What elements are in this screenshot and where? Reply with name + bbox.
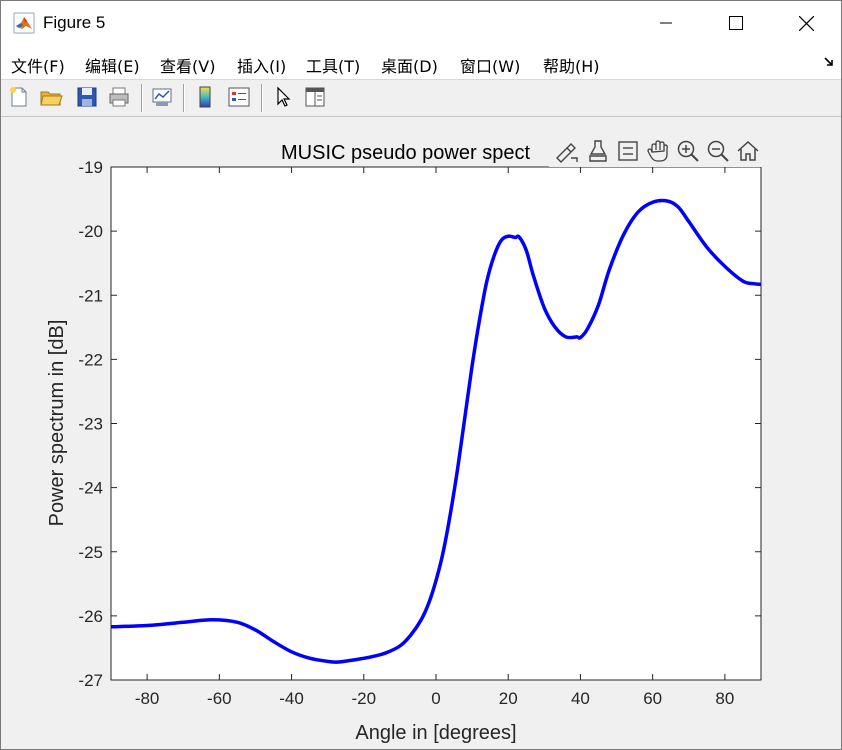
open-file-icon[interactable]: [39, 85, 63, 109]
menu-bar: 文件(F) 编辑(E) 查看(V) 插入(I) 工具(T) 桌面(D) 窗口(W…: [1, 45, 841, 80]
y-tick-label: -26: [78, 607, 103, 626]
x-axis: -80 -60 -40 -20 0 20 40 60 80: [135, 167, 734, 708]
axes-box: [110, 166, 762, 681]
zoom-out-icon[interactable]: [705, 138, 731, 164]
y-tick-label: -21: [78, 286, 103, 305]
y-tick-label: -24: [78, 479, 103, 498]
close-button[interactable]: [783, 1, 829, 45]
spectrum-line: [110, 198, 762, 664]
link-plot-icon[interactable]: [150, 85, 174, 109]
menu-desktop[interactable]: 桌面(D): [381, 57, 438, 76]
x-tick-label: 0: [431, 689, 440, 708]
edit-plot-arrow-icon[interactable]: [271, 85, 295, 109]
minimize-button[interactable]: [643, 1, 689, 45]
property-inspector-icon[interactable]: [303, 85, 327, 109]
figure-canvas: -19 -20 -21 -22 -23 -24 -25 -26 -27 -80 -60 -40 -20…: [1, 117, 841, 749]
title-bar: Figure 5: [1, 1, 841, 45]
zoom-in-icon[interactable]: [675, 138, 701, 164]
pan-hand-icon[interactable]: [645, 138, 671, 164]
matlab-logo-icon: [13, 12, 35, 34]
y-tick-label: -19: [78, 158, 103, 177]
legend-toggle-icon[interactable]: [615, 138, 641, 164]
y-tick-label: -22: [78, 350, 103, 369]
menu-edit[interactable]: 编辑(E): [85, 57, 140, 76]
toolbar-separator: [141, 84, 143, 112]
x-axis-label: Angle in [degrees]: [355, 722, 516, 744]
maximize-button[interactable]: [713, 1, 759, 45]
toolbar-separator: [261, 84, 263, 112]
x-tick-label: 80: [715, 689, 734, 708]
power-spectrum-plot[interactable]: -19 -20 -21 -22 -23 -24 -25 -26 -27 -80 -60 -40 -20…: [1, 117, 841, 749]
legend-icon[interactable]: [227, 85, 251, 109]
x-tick-label: 60: [643, 689, 662, 708]
x-tick-label: -20: [351, 689, 376, 708]
y-tick-label: -25: [78, 543, 103, 562]
figure-toolbar: [1, 80, 841, 117]
menu-file[interactable]: 文件(F): [11, 57, 65, 76]
x-tick-label: 20: [499, 689, 518, 708]
y-axis-label: Power spectrum in [dB]: [46, 320, 68, 527]
axes-toolbar: [549, 135, 763, 167]
x-tick-label: -40: [279, 689, 304, 708]
restore-view-home-icon[interactable]: [735, 138, 761, 164]
menu-window[interactable]: 窗口(W): [460, 57, 521, 76]
save-icon[interactable]: [75, 85, 99, 109]
menu-tools[interactable]: 工具(T): [306, 57, 361, 76]
colorbar-icon[interactable]: [193, 85, 217, 109]
x-tick-label: 40: [571, 689, 590, 708]
data-cursor-icon[interactable]: [585, 138, 611, 164]
chart-title: MUSIC pseudo power spect: [281, 142, 530, 164]
menu-help[interactable]: 帮助(H): [543, 57, 600, 76]
toolbar-separator: [183, 84, 185, 112]
x-tick-label: -80: [135, 689, 160, 708]
brush-export-icon[interactable]: [553, 138, 579, 164]
maximize-icon: [729, 16, 743, 30]
new-figure-icon[interactable]: [7, 85, 31, 109]
y-axis: -19 -20 -21 -22 -23 -24 -25 -26 -27: [78, 158, 761, 690]
minimize-icon: [660, 22, 672, 24]
print-icon[interactable]: [107, 85, 131, 109]
menu-insert[interactable]: 插入(I): [237, 57, 287, 76]
x-tick-label: -60: [207, 689, 232, 708]
dock-arrow-icon[interactable]: [823, 56, 835, 68]
close-icon: [798, 15, 814, 31]
window-title: Figure 5: [43, 13, 106, 32]
y-tick-label: -23: [78, 415, 103, 434]
y-tick-label: -20: [78, 222, 103, 241]
menu-view[interactable]: 查看(V): [160, 57, 216, 76]
y-tick-label: -27: [78, 671, 103, 690]
